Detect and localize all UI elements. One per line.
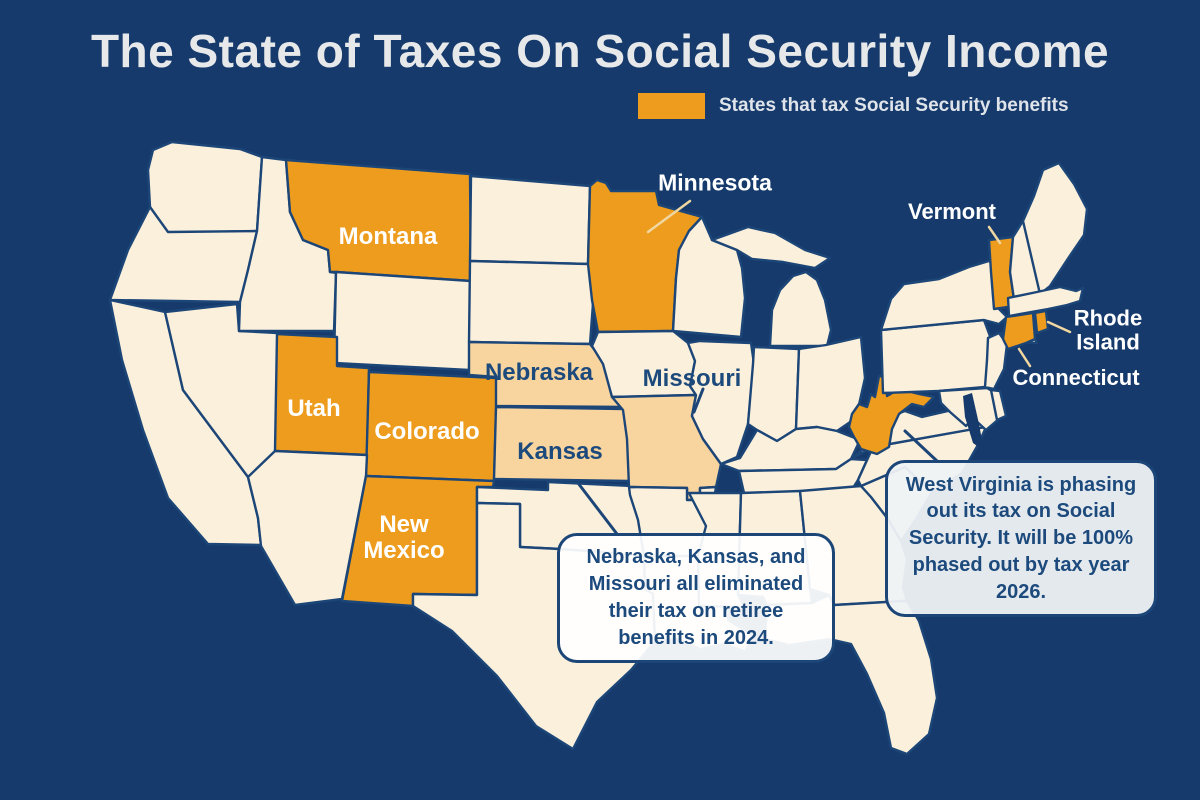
state-delaware — [989, 388, 1008, 422]
callout-west-virginia: West Virginia is phasing out its tax on … — [885, 460, 1157, 617]
state-label-utah: Utah — [287, 395, 341, 423]
minnesota-leader-line — [646, 199, 692, 234]
state-label-montana: Montana — [338, 223, 438, 251]
leader-lines — [576, 199, 1072, 536]
state-label-kansas: Kansas — [517, 438, 603, 466]
state-michigan-upper — [710, 225, 832, 270]
vermont-leader-line — [987, 225, 1002, 245]
state-michigan-lower — [768, 270, 833, 348]
wv-callout-pointer — [903, 429, 939, 463]
legend: States that tax Social Security benefits — [638, 93, 1069, 119]
state-connecticut — [1001, 311, 1037, 351]
state-label-connecticut: Connecticut — [1012, 365, 1140, 391]
legend-label: States that tax Social Security benefits — [719, 95, 1069, 116]
state-north-dakota — [468, 174, 592, 266]
state-rhode-island — [1033, 309, 1050, 335]
state-label-rhode-island: Rhode Island — [1073, 305, 1143, 354]
states — [108, 140, 1089, 756]
state-washington — [146, 140, 264, 235]
state-label-new-mexico: New Mexico — [363, 511, 445, 564]
infographic-title: The State of Taxes On Social Security In… — [90, 25, 1110, 77]
callout-west-virginia-text: West Virginia is phasing out its tax on … — [905, 473, 1137, 603]
state-label-missouri: Missouri — [642, 365, 742, 393]
callout-midwest-text: Nebraska, Kansas, and Missouri all elimi… — [586, 546, 806, 649]
state-label-nebraska: Nebraska — [484, 359, 594, 387]
chesapeake-bay — [963, 393, 984, 451]
state-maine — [1021, 161, 1089, 296]
state-wyoming — [332, 270, 473, 372]
midwest-callout-pointer — [576, 481, 619, 536]
state-label-colorado: Colorado — [374, 418, 480, 446]
legend-tax-swatch — [638, 93, 705, 119]
state-new-york — [879, 259, 1009, 332]
connecticut-leader-line — [1017, 347, 1032, 368]
state-south-dakota — [467, 259, 596, 346]
rhode-island-leader-line — [1046, 320, 1072, 334]
state-indiana — [746, 345, 801, 443]
state-pennsylvania — [879, 318, 993, 395]
state-new-jersey — [983, 331, 1009, 391]
missouri-leader-line — [692, 387, 705, 414]
state-label-minnesota: Minnesota — [658, 169, 772, 196]
callout-midwest: Nebraska, Kansas, and Missouri all elimi… — [557, 533, 835, 663]
state-label-vermont: Vermont — [907, 199, 997, 225]
